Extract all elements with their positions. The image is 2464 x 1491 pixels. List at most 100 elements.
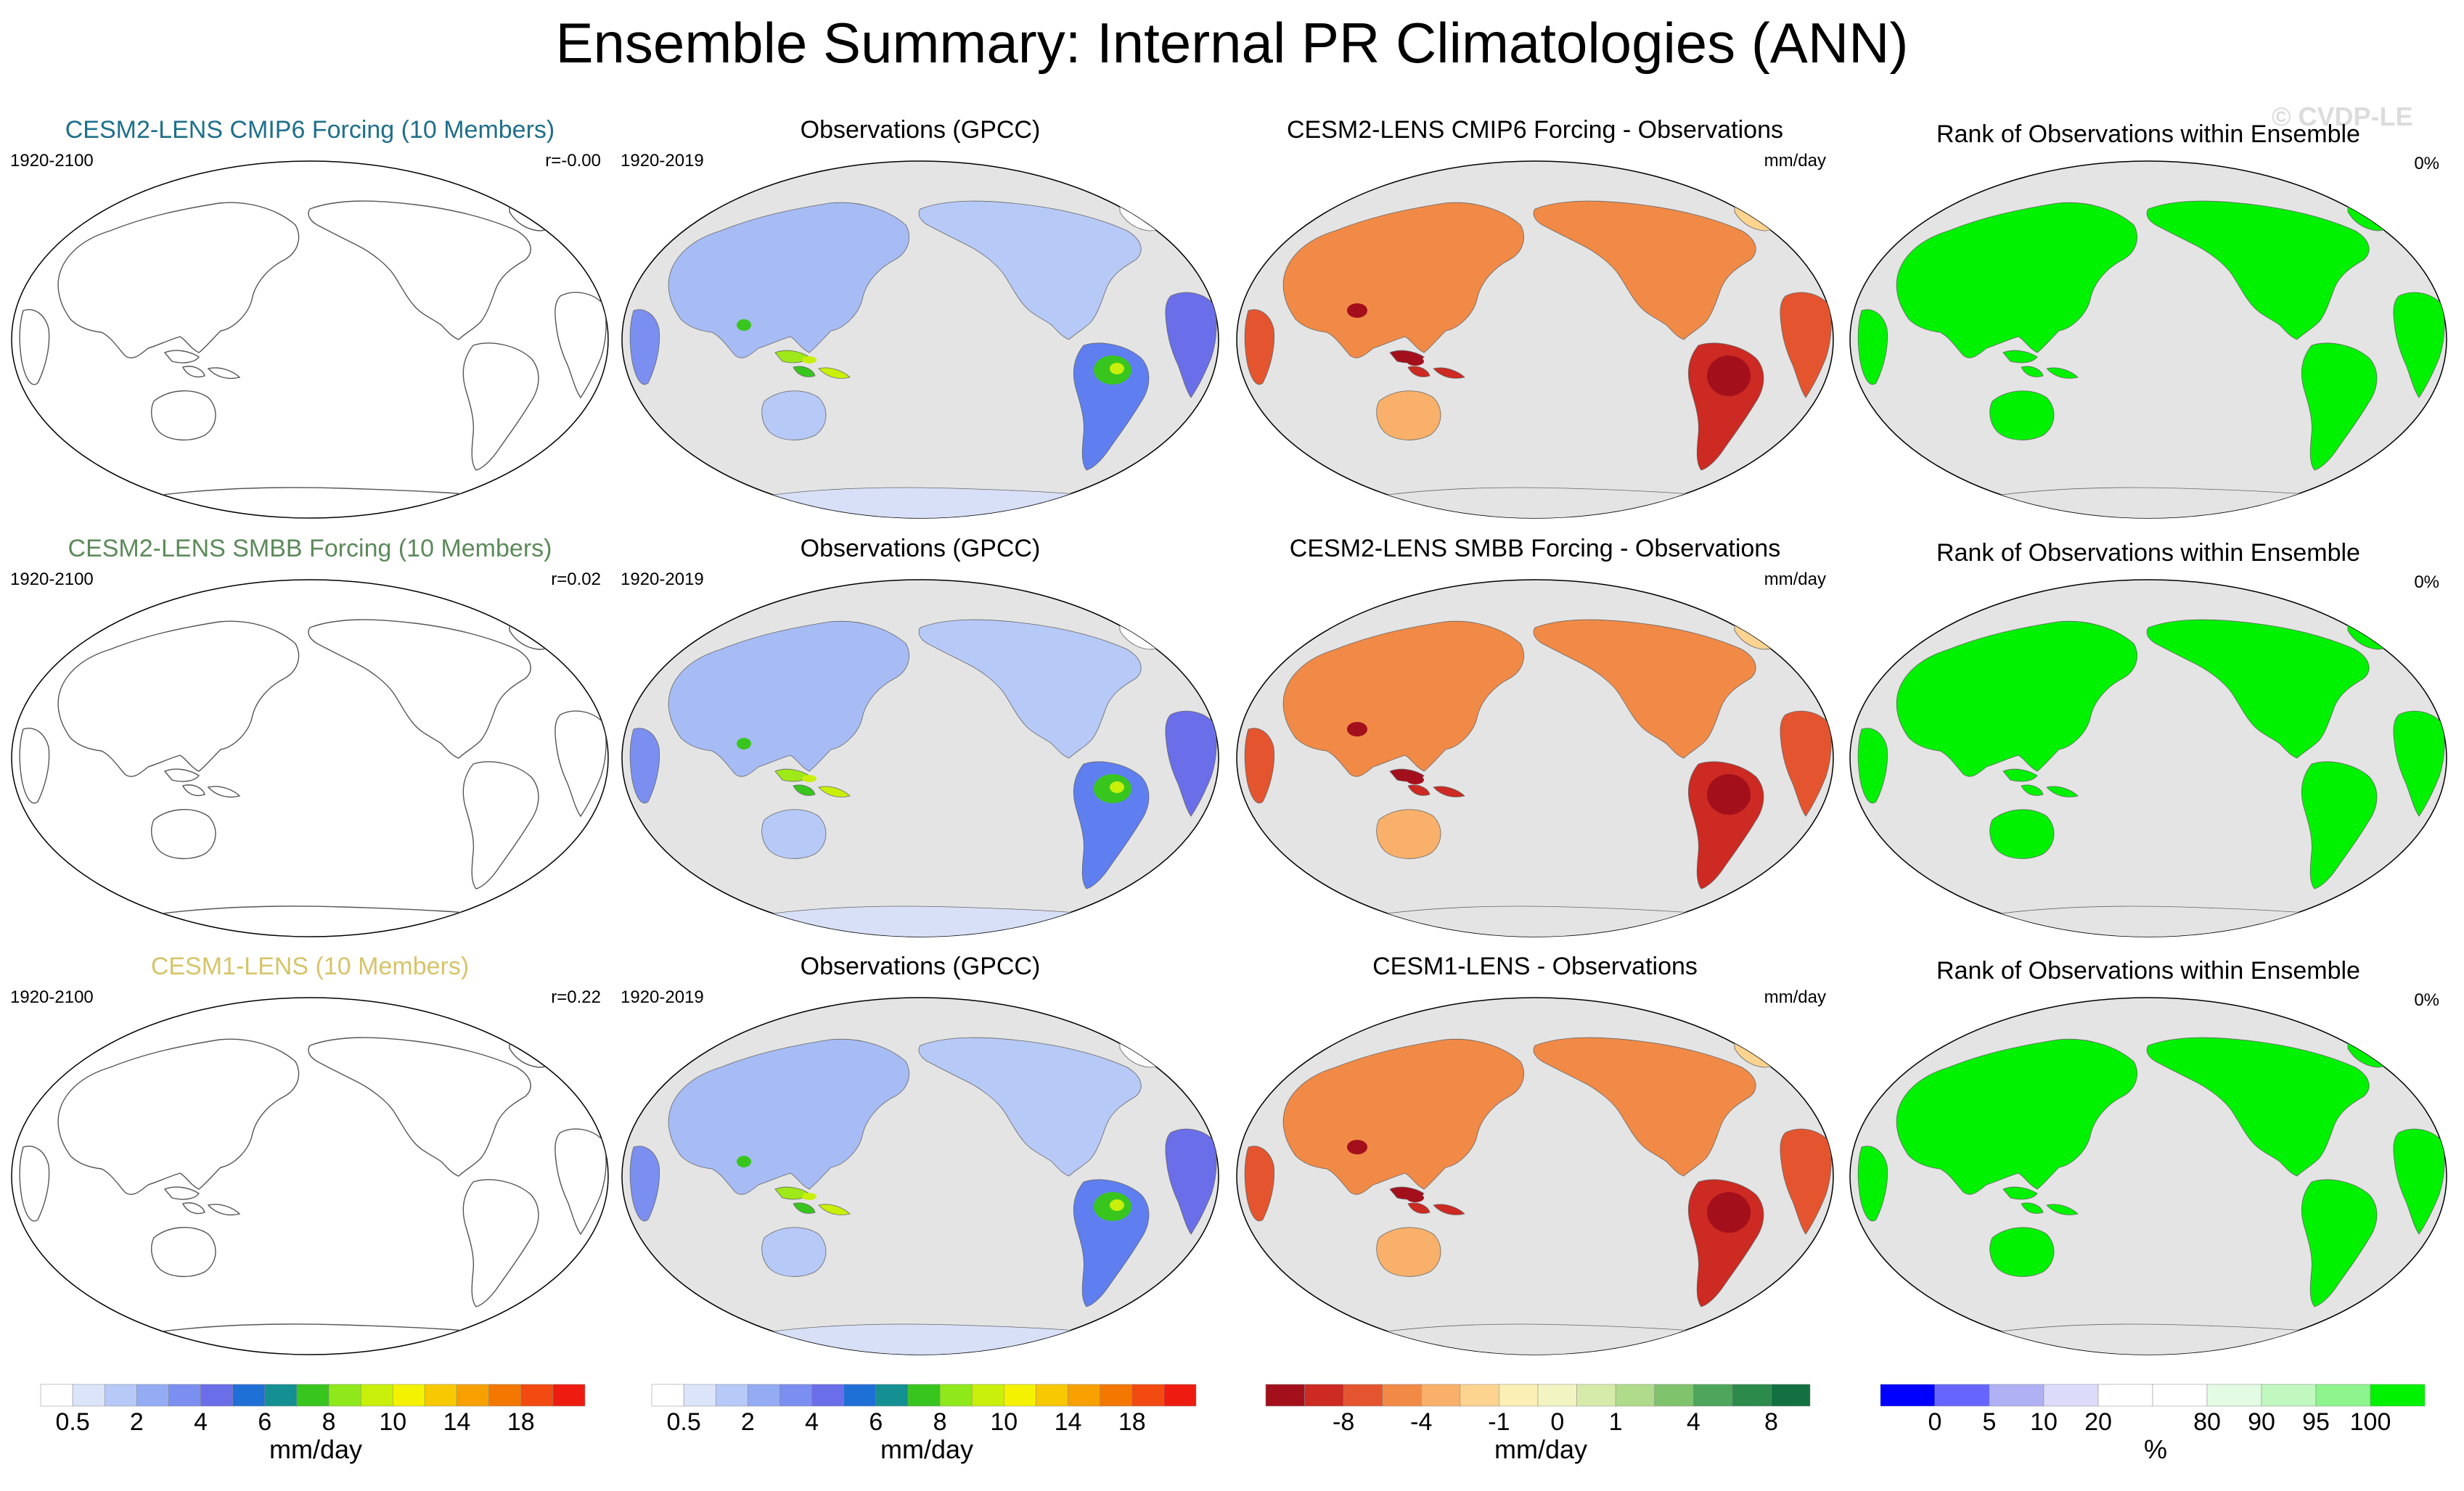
landmass (1857, 728, 1888, 804)
landmass (629, 728, 660, 804)
landmass (1896, 620, 2137, 777)
colorbar: 0.5 2 4 6 8 10 14 18 mm/day (40, 1384, 592, 1471)
landmass (629, 309, 660, 385)
colorbar-tick-label: 90 (2248, 1408, 2275, 1436)
precip-core (1110, 363, 1124, 374)
colorbar-tick-label: -8 (1333, 1408, 1355, 1436)
colorbar-swatches (1265, 1384, 1811, 1407)
colorbar-swatch (2315, 1384, 2371, 1407)
colorbar-tick-label: 18 (1118, 1408, 1146, 1436)
landmass (2021, 1202, 2044, 1214)
colorbar-tick-label: 10 (379, 1408, 407, 1436)
landmass (308, 619, 531, 759)
panel-title: Observations (GPCC) (800, 953, 1041, 980)
landmass (2002, 350, 2038, 363)
landmass (1989, 1227, 2055, 1277)
colorbar-swatch (811, 1384, 844, 1407)
colorbar-swatch (1615, 1384, 1655, 1407)
landmass (818, 1204, 851, 1215)
rank-map (1849, 160, 2447, 519)
landmass (57, 202, 300, 358)
obs-map (621, 997, 1219, 1355)
landmass (19, 1146, 50, 1222)
period-label: 1920-2100 (10, 987, 94, 1007)
panel-title: Observations (GPCC) (800, 535, 1041, 562)
precip-core (1407, 1194, 1424, 1202)
colorbar-swatch (2097, 1384, 2153, 1407)
colorbar-swatch (683, 1384, 716, 1407)
rank-percent: 0% (2414, 572, 2439, 592)
precip-core (1347, 303, 1367, 318)
units-label: mm/day (1764, 151, 1826, 171)
precip-core (802, 1193, 816, 1200)
colorbar-swatch (971, 1384, 1004, 1407)
pattern-correlation: r=0.22 (551, 987, 601, 1007)
obs-panel: Observations (GPCC) 1920-2019 (619, 116, 1221, 530)
precip-core (802, 356, 816, 363)
colorbar: -8 -4 -1 0 1 4 8 mm/day (1265, 1384, 1817, 1471)
landmass (181, 784, 205, 797)
landmass (207, 367, 241, 379)
colorbar-unit: mm/day (1494, 1434, 1588, 1464)
obs-map (621, 160, 1219, 519)
landmass (308, 1037, 531, 1177)
landmass (19, 728, 50, 804)
landmass (207, 786, 241, 798)
landmass (1857, 1146, 1888, 1222)
colorbar-swatch (1693, 1384, 1733, 1407)
landmass (761, 809, 827, 859)
landmass (1376, 809, 1441, 859)
panel-title: CESM2-LENS SMBB Forcing (10 Members) (67, 535, 552, 562)
ensemble-panel: CESM2-LENS SMBB Forcing (10 Members) 1920… (9, 535, 611, 948)
panel-title: Rank of Observations within Ensemble (1936, 957, 2360, 985)
landmass (462, 1179, 539, 1307)
map-boundary (11, 579, 609, 937)
colorbar-swatch (1036, 1384, 1068, 1407)
panel-title: CESM1-LENS - Observations (1372, 953, 1698, 980)
colorbar-tick-label: 0.5 (55, 1408, 90, 1436)
units-label: mm/day (1764, 987, 1826, 1007)
ensemble-map (11, 997, 609, 1355)
colorbar-unit: mm/day (880, 1434, 974, 1464)
colorbar-tick-label: -1 (1488, 1408, 1510, 1436)
rank-map (1849, 997, 2447, 1355)
landmass (2301, 342, 2378, 471)
colorbar-tick-label: 4 (194, 1408, 208, 1436)
colorbar-swatch (2043, 1384, 2099, 1407)
period-label: 1920-2019 (621, 987, 704, 1007)
colorbar-swatch (2261, 1384, 2317, 1407)
colorbar-swatches (1880, 1384, 2426, 1407)
colorbar: 0 5 10 20 80 90 95 100% (1880, 1384, 2431, 1471)
colorbar-swatch (907, 1384, 941, 1407)
landmass (2301, 1179, 2378, 1307)
colorbar-swatch (715, 1384, 748, 1407)
colorbar-swatch (1460, 1384, 1499, 1407)
colorbar-tick-label: 1 (1608, 1408, 1623, 1436)
colorbar-swatch (1343, 1384, 1383, 1407)
colorbar-tick-label: 8 (933, 1408, 947, 1436)
landmass (462, 761, 539, 890)
rank-map (1849, 579, 2447, 937)
landmass (1282, 620, 1524, 777)
precip-core (1707, 1192, 1751, 1233)
rank-percent: 0% (2414, 154, 2439, 173)
colorbar-swatch (1732, 1384, 1772, 1407)
colorbar-swatch (1304, 1384, 1344, 1407)
colorbar-tick-label: 2 (129, 1408, 144, 1436)
landmass (918, 200, 1142, 340)
colorbar-swatch (168, 1384, 201, 1407)
landmass (1244, 1146, 1275, 1222)
ensemble-panel: CESM1-LENS (10 Members) 1920-2100 r=0.22 (9, 953, 611, 1366)
landmass (163, 1186, 200, 1200)
precip-core (737, 1156, 751, 1167)
colorbar-tick-label: 14 (443, 1408, 471, 1436)
colorbar-swatch (232, 1384, 266, 1407)
ensemble-panel: CESM2-LENS CMIP6 Forcing (10 Members) 192… (9, 116, 611, 530)
precip-core (1707, 356, 1751, 396)
colorbar-tick-label: 14 (1054, 1408, 1082, 1436)
rank-panel: Rank of Observations within Ensemble 0% (1847, 953, 2449, 1366)
colorbar-swatch (1004, 1384, 1036, 1407)
colorbar-swatch (2370, 1384, 2426, 1407)
panel-title: CESM2-LENS CMIP6 Forcing - Observations (1287, 116, 1783, 144)
watermark: © CVDP-LE (2272, 102, 2413, 131)
